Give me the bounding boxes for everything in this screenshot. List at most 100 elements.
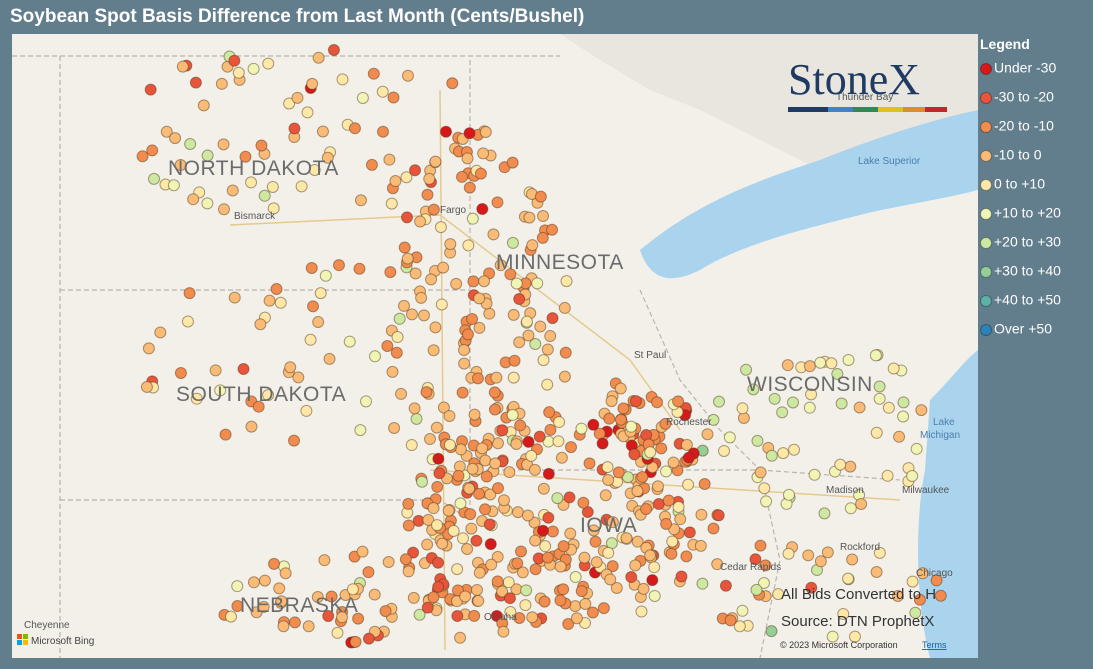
bid-dot: [201, 197, 214, 210]
bid-dot: [655, 442, 668, 455]
bid-dot: [476, 442, 489, 455]
bid-dot: [617, 402, 630, 415]
bid-dot: [409, 267, 422, 280]
bid-dot: [526, 611, 539, 624]
bid-dot: [537, 354, 550, 367]
bid-dot: [569, 600, 582, 613]
bid-dot: [511, 557, 524, 570]
bid-dot: [254, 318, 267, 331]
bid-dot: [818, 507, 831, 520]
bid-dot: [217, 203, 230, 216]
bid-dot: [589, 535, 602, 548]
bid-dot: [389, 175, 402, 188]
bid-dot: [629, 395, 642, 408]
bid-dot: [323, 352, 336, 365]
bid-dot: [570, 612, 583, 625]
bid-dot: [425, 273, 438, 286]
bid-dot: [682, 451, 695, 464]
bid-dot: [835, 397, 848, 410]
bid-dot: [494, 259, 507, 272]
bid-dot: [893, 430, 906, 443]
bid-dot: [724, 614, 737, 627]
bid-dot: [544, 330, 557, 343]
bid-dot: [405, 308, 418, 321]
bing-logo: [17, 634, 28, 645]
bid-dot: [473, 292, 486, 305]
bid-dot: [146, 144, 159, 157]
bid-dot: [534, 320, 547, 333]
bid-dot: [546, 525, 559, 538]
bid-dot: [637, 582, 650, 595]
bid-dot: [869, 349, 882, 362]
bid-dot: [529, 338, 542, 351]
bid-dot: [283, 97, 296, 110]
bid-dot: [219, 428, 232, 441]
bid-dot: [834, 458, 847, 471]
bid-dot: [362, 632, 375, 645]
bid-dot: [466, 313, 479, 326]
bid-dot: [427, 203, 440, 216]
bid-dot: [659, 417, 672, 430]
bid-dot: [484, 488, 497, 501]
bid-dot: [314, 287, 327, 300]
bid-dot: [477, 147, 490, 160]
bid-dot: [463, 127, 476, 140]
bid-dot: [386, 365, 399, 378]
bid-dot: [805, 388, 818, 401]
bid-dot: [586, 606, 599, 619]
bid-dot: [514, 545, 527, 558]
bid-dot: [666, 535, 679, 548]
bid-dot: [301, 106, 314, 119]
bid-dot: [228, 291, 241, 304]
bid-dot: [537, 482, 550, 495]
bid-dot: [422, 513, 435, 526]
bid-dot: [430, 421, 443, 434]
bid-dot: [215, 77, 228, 90]
bid-dot: [682, 478, 695, 491]
bid-dot: [308, 163, 321, 176]
bid-dot: [427, 591, 440, 604]
bid-dot: [214, 384, 227, 397]
bid-dot: [887, 362, 900, 375]
bid-dot: [470, 534, 483, 547]
bid-dot: [631, 485, 644, 498]
bid-dot: [525, 449, 538, 462]
bid-dot: [454, 497, 467, 510]
lake-superior: [640, 110, 978, 279]
bid-dot: [601, 461, 614, 474]
bid-dot: [352, 612, 365, 625]
state-label: WISCONSIN: [747, 373, 873, 396]
bid-dot: [602, 473, 615, 486]
bid-dot: [400, 171, 413, 184]
bid-dot: [520, 315, 533, 328]
city-label: Milwaukee: [902, 485, 950, 496]
legend-swatch: [980, 150, 992, 162]
bid-dot: [672, 500, 685, 513]
bid-dot: [906, 469, 919, 482]
bid-dot: [614, 382, 627, 395]
legend-swatch: [980, 92, 992, 104]
bid-dot: [379, 605, 392, 618]
legend-swatch: [980, 63, 992, 75]
terms-link[interactable]: Terms: [922, 640, 947, 650]
city-label: Rochester: [666, 417, 712, 428]
city-label: Fargo: [440, 205, 467, 216]
bid-dot: [360, 395, 373, 408]
bid-dot: [183, 287, 196, 300]
bid-dot: [597, 602, 610, 615]
bid-dot: [468, 609, 481, 622]
bid-dot: [169, 132, 182, 145]
bid-dot: [565, 441, 578, 454]
bid-dot: [707, 413, 720, 426]
bid-dot: [788, 443, 801, 456]
bid-dot: [451, 563, 464, 576]
bid-dot: [267, 202, 280, 215]
bid-dot: [485, 558, 498, 571]
bid-dot: [458, 357, 471, 370]
bid-dot: [473, 566, 486, 579]
bid-dot: [201, 149, 214, 162]
bid-dot: [551, 492, 564, 505]
bid-dot: [546, 223, 559, 236]
bid-dot: [660, 517, 673, 530]
